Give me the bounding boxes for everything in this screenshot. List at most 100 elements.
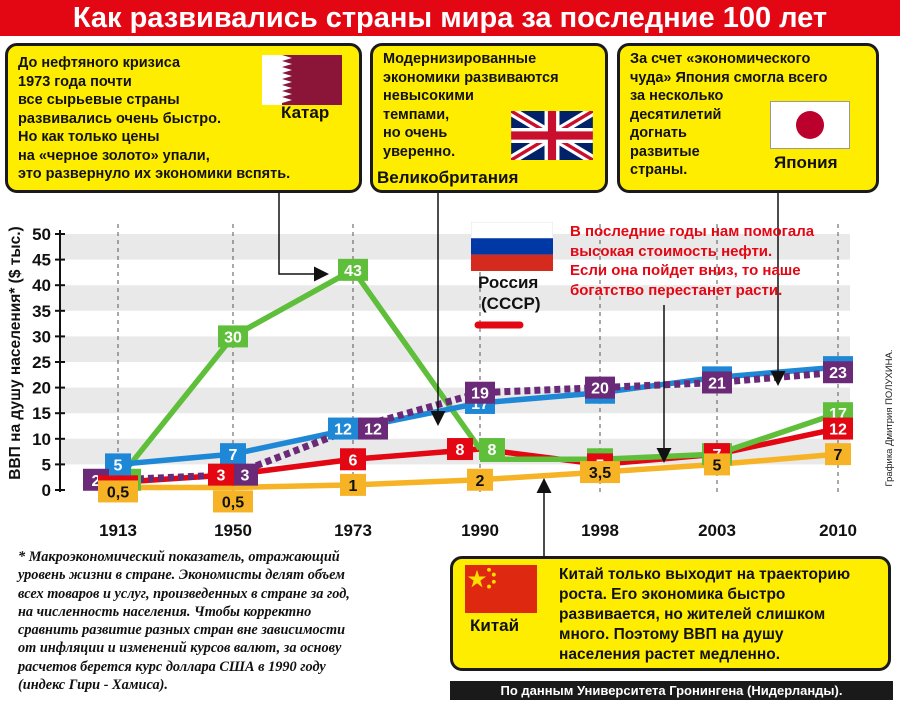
y-tick-label: 20	[32, 379, 51, 398]
russia-label: Россия	[478, 273, 539, 292]
text-line: Китай только выходит на траекторию	[559, 566, 851, 583]
data-label: 2	[92, 473, 101, 490]
data-label: 19	[471, 386, 489, 403]
text-line: за несколько	[630, 88, 724, 104]
grid-band	[60, 285, 850, 311]
data-label-box	[358, 417, 388, 440]
japan-flag-icon	[770, 101, 850, 149]
footnote-line: расчетов берется курс доллара США в 1990…	[18, 658, 326, 675]
data-label: 23	[829, 365, 847, 382]
data-label: 12	[334, 422, 352, 439]
russia-flag-icon	[471, 222, 553, 271]
y-tick-label: 0	[42, 481, 51, 500]
qatar-pointer-arrow	[278, 193, 329, 282]
data-label: 30	[224, 329, 242, 346]
uk-flag-icon	[511, 111, 593, 160]
text-line: невысокими	[383, 88, 474, 104]
data-label-box	[340, 473, 366, 496]
china-flag-icon	[465, 565, 537, 613]
data-label: 7	[834, 447, 843, 464]
china-box: Китай только выходит на траекторию роста.…	[450, 556, 891, 671]
data-label-box	[702, 371, 732, 394]
data-label-box	[447, 438, 473, 461]
text-line: За счет «экономического	[630, 51, 811, 67]
data-label: 5	[114, 457, 123, 474]
data-label: 7	[229, 447, 238, 464]
x-tick-label: 1913	[99, 521, 137, 540]
data-label-box	[328, 417, 358, 440]
footnote-line: (индекс Гири - Хамиса).	[18, 677, 168, 694]
russia-label-ussr: (СССР)	[481, 294, 541, 313]
data-label-box	[218, 325, 248, 348]
text-line: развитые	[630, 143, 700, 160]
y-tick-label: 40	[32, 276, 51, 295]
graphics-credit: Графика Дмитрия ПОЛУХИНА.	[884, 349, 895, 487]
y-tick-label: 5	[42, 455, 51, 474]
data-label-box	[585, 376, 615, 399]
russia-note-line: В последние годы нам помогала	[570, 223, 815, 240]
text-line: все сырьевые страны	[18, 92, 180, 108]
data-label-box	[220, 443, 246, 466]
data-label: 3	[217, 468, 226, 485]
data-label: 12	[829, 422, 847, 439]
footnote-line: на численность населения. Чтобы корректн…	[18, 603, 312, 620]
text-line: догнать	[630, 125, 687, 141]
uk-label: Великобритания	[377, 168, 519, 187]
russia-note: В последние годы нам помогала высокая сто…	[570, 222, 860, 300]
uk-box-text: Модернизированные экономики развиваются не…	[383, 50, 595, 161]
data-label-box	[213, 490, 253, 513]
x-tick-label: 1950	[214, 521, 252, 540]
data-label: 12	[364, 422, 382, 439]
data-label-box	[465, 381, 495, 404]
data-label: 0,5	[107, 484, 129, 501]
data-label: 0,5	[222, 494, 244, 511]
text-line: уверенно.	[383, 143, 456, 160]
data-label: 20	[591, 381, 609, 398]
text-line: но очень	[383, 125, 448, 141]
grid-band	[60, 336, 850, 362]
text-line: чуда» Япония смогла всего	[630, 69, 828, 86]
japan-label: Япония	[774, 153, 838, 172]
footnote-line: от инфляции и изменений курсов валют, за…	[18, 640, 342, 657]
data-label: 8	[456, 442, 465, 459]
x-tick-label: 1973	[334, 521, 372, 540]
data-label-box	[823, 417, 853, 440]
data-label: 21	[708, 375, 726, 392]
qatar-box-text: До нефтяного кризиса 1973 года почти все с…	[18, 54, 349, 184]
text-line: роста. Его экономика быстро	[559, 586, 786, 603]
text-line: это развернуло их экономики вспять.	[18, 166, 291, 182]
data-label-box	[823, 361, 853, 384]
text-line: много. Поэтому ВВП на душу	[559, 626, 784, 643]
text-line: страны.	[630, 162, 688, 178]
data-label-box	[338, 258, 368, 281]
data-label: 43	[344, 263, 362, 280]
y-tick-label: 30	[32, 327, 51, 346]
x-tick-label: 1998	[581, 521, 619, 540]
data-label-box	[340, 448, 366, 471]
data-label: 8	[488, 442, 497, 459]
text-line: развивались очень быстро.	[18, 110, 221, 127]
title-bar	[0, 0, 900, 36]
text-line: на «черное золото» упали,	[18, 147, 210, 164]
data-label: 2	[476, 473, 485, 490]
data-label-box	[105, 453, 131, 476]
russia-note-line: богатство перестанет расти.	[570, 281, 783, 299]
text-line: Но как только цены	[18, 129, 160, 145]
footnote-line: всех товаров и услуг, произведенных в ст…	[18, 585, 350, 602]
text-line: населения растет медленно.	[559, 646, 781, 663]
text-line: развивается, но жителей слишком	[559, 606, 826, 623]
qatar-label: Катар	[281, 103, 330, 122]
data-label-box	[467, 468, 493, 491]
data-label-box	[98, 480, 138, 503]
china-label: Китай	[470, 616, 520, 635]
data-label: 6	[349, 452, 358, 469]
text-line: темпами,	[383, 106, 450, 123]
russia-note-line: высокая стоимость нефти.	[570, 242, 773, 260]
china-box-text: Китай только выходит на траекторию роста.…	[559, 565, 878, 665]
qatar-flag-icon	[262, 55, 342, 105]
grid-band	[60, 234, 850, 260]
footnote-line: * Макроэкономический показатель, отражаю…	[18, 549, 340, 565]
data-label: 3,5	[589, 465, 611, 482]
y-tick-label: 15	[32, 404, 51, 423]
